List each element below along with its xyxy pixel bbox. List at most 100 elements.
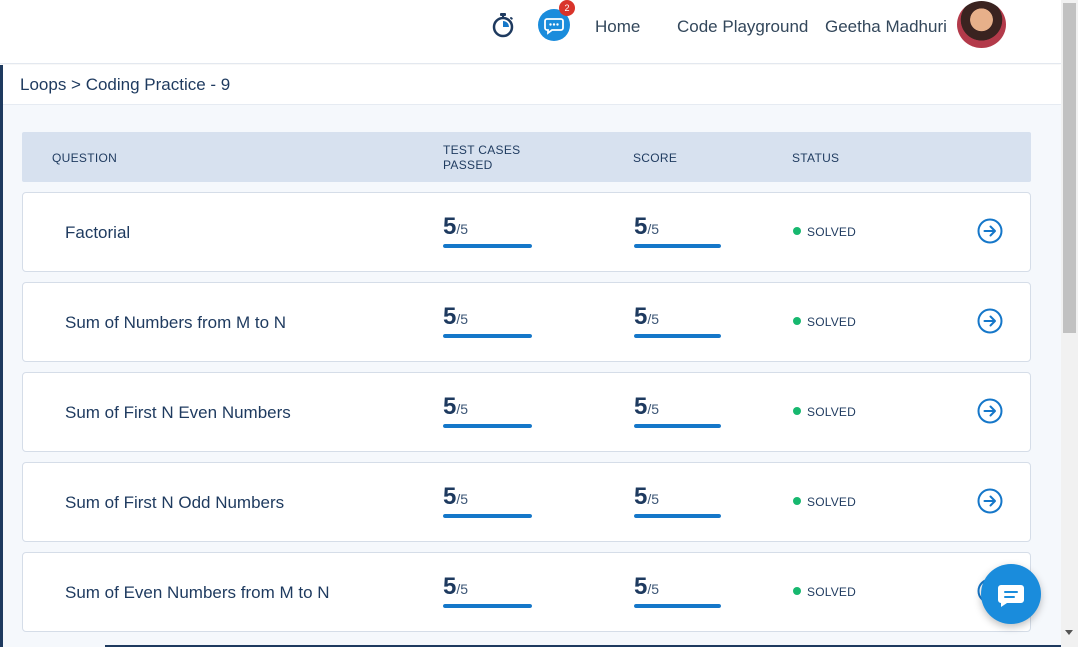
status-label: SOLVED (807, 585, 856, 599)
score-total-value: /5 (647, 221, 660, 237)
breadcrumb[interactable]: Loops > Coding Practice - 9 (20, 75, 231, 94)
tests-total-value: /5 (456, 221, 469, 237)
bottom-divider (105, 645, 1061, 647)
arrow-right-circle-icon[interactable] (977, 218, 1003, 244)
status-badge: SOLVED (793, 585, 856, 599)
tests-passed-value: 5 (443, 483, 457, 510)
status-label: SOLVED (807, 495, 856, 509)
status-dot-icon (793, 497, 801, 505)
top-navbar: 2 Home Code Playground Geetha Madhuri (0, 0, 1061, 64)
question-list: Factorial 5/5 5/5 SOLVED Sum of Numbers … (22, 192, 1031, 642)
status-label: SOLVED (807, 225, 856, 239)
status-label: SOLVED (807, 405, 856, 419)
test-cases-metric: 5/5 (443, 393, 532, 428)
question-name[interactable]: Sum of Numbers from M to N (65, 313, 287, 332)
arrow-right-circle-icon[interactable] (977, 308, 1003, 334)
nav-code-playground-link[interactable]: Code Playground (677, 17, 809, 36)
status-dot-icon (793, 407, 801, 415)
tests-progress-bar (443, 334, 532, 338)
chat-support-icon (998, 585, 1024, 607)
score-progress-fill (634, 244, 721, 248)
tests-progress-bar (443, 604, 532, 608)
test-cases-metric: 5/5 (443, 213, 532, 248)
score-metric: 5/5 (634, 393, 721, 428)
tests-total-value: /5 (456, 491, 469, 507)
breadcrumb-bar: Loops > Coding Practice - 9 (3, 65, 1061, 105)
score-metric: 5/5 (634, 303, 721, 338)
tests-progress-bar (443, 244, 532, 248)
score-value: 5 (634, 393, 648, 420)
scroll-down-arrow-icon[interactable] (1065, 630, 1073, 635)
question-row[interactable]: Sum of First N Even Numbers 5/5 5/5 SOLV… (22, 372, 1031, 452)
question-name[interactable]: Factorial (65, 223, 131, 242)
notification-badge: 2 (559, 0, 575, 16)
status-badge: SOLVED (793, 495, 856, 509)
tests-progress-fill (443, 424, 532, 428)
status-badge: SOLVED (793, 315, 856, 329)
tests-progress-fill (443, 334, 532, 338)
score-progress-bar (634, 604, 721, 608)
tests-progress-bar (443, 514, 532, 518)
stopwatch-icon[interactable] (491, 12, 515, 38)
question-row[interactable]: Sum of Numbers from M to N 5/5 5/5 SOLVE… (22, 282, 1031, 362)
tests-passed-value: 5 (443, 303, 457, 330)
test-cases-metric: 5/5 (443, 573, 532, 608)
question-name[interactable]: Sum of First N Odd Numbers (65, 493, 285, 512)
tests-total-value: /5 (456, 311, 469, 327)
status-dot-icon (793, 587, 801, 595)
question-row[interactable]: Sum of First N Odd Numbers 5/5 5/5 SOLVE… (22, 462, 1031, 542)
tests-total-value: /5 (456, 401, 469, 417)
status-dot-icon (793, 317, 801, 325)
header-status: STATUS (792, 151, 840, 165)
status-badge: SOLVED (793, 225, 856, 239)
header-score: SCORE (633, 151, 678, 165)
question-name[interactable]: Sum of Even Numbers from M to N (65, 583, 330, 602)
tests-passed-value: 5 (443, 573, 457, 600)
score-value: 5 (634, 303, 648, 330)
tests-progress-fill (443, 244, 532, 248)
score-progress-bar (634, 514, 721, 518)
score-total-value: /5 (647, 491, 660, 507)
score-progress-bar (634, 244, 721, 248)
status-dot-icon (793, 227, 801, 235)
header-test-cases: TEST CASES PASSED (443, 143, 521, 172)
score-value: 5 (634, 483, 648, 510)
status-badge: SOLVED (793, 405, 856, 419)
score-progress-bar (634, 424, 721, 428)
score-value: 5 (634, 213, 648, 240)
score-total-value: /5 (647, 401, 660, 417)
nav-home-link[interactable]: Home (595, 17, 641, 36)
question-row[interactable]: Sum of Even Numbers from M to N 5/5 5/5 … (22, 552, 1031, 632)
score-progress-fill (634, 604, 721, 608)
tests-progress-fill (443, 514, 532, 518)
table-header: QUESTION TEST CASES PASSED SCORE STATUS (22, 132, 1031, 182)
score-total-value: /5 (647, 581, 660, 597)
tests-total-value: /5 (456, 581, 469, 597)
score-progress-fill (634, 514, 721, 518)
avatar[interactable] (957, 1, 1006, 48)
test-cases-metric: 5/5 (443, 303, 532, 338)
main-content: Loops > Coding Practice - 9 QUESTION TES… (0, 65, 1061, 647)
tests-progress-bar (443, 424, 532, 428)
score-metric: 5/5 (634, 213, 721, 248)
user-name[interactable]: Geetha Madhuri (825, 17, 947, 36)
tests-passed-value: 5 (443, 213, 457, 240)
question-row[interactable]: Factorial 5/5 5/5 SOLVED (22, 192, 1031, 272)
score-value: 5 (634, 573, 648, 600)
arrow-right-circle-icon[interactable] (977, 488, 1003, 514)
score-total-value: /5 (647, 311, 660, 327)
status-label: SOLVED (807, 315, 856, 329)
score-metric: 5/5 (634, 573, 721, 608)
question-name[interactable]: Sum of First N Even Numbers (65, 403, 291, 422)
tests-progress-fill (443, 604, 532, 608)
score-progress-fill (634, 424, 721, 428)
arrow-right-circle-icon[interactable] (977, 398, 1003, 424)
header-question: QUESTION (52, 151, 118, 165)
page-scrollbar[interactable] (1061, 0, 1078, 647)
score-progress-bar (634, 334, 721, 338)
score-progress-fill (634, 334, 721, 338)
scrollbar-thumb[interactable] (1063, 3, 1076, 333)
chat-support-button[interactable] (981, 564, 1041, 624)
test-cases-metric: 5/5 (443, 483, 532, 518)
tests-passed-value: 5 (443, 393, 457, 420)
